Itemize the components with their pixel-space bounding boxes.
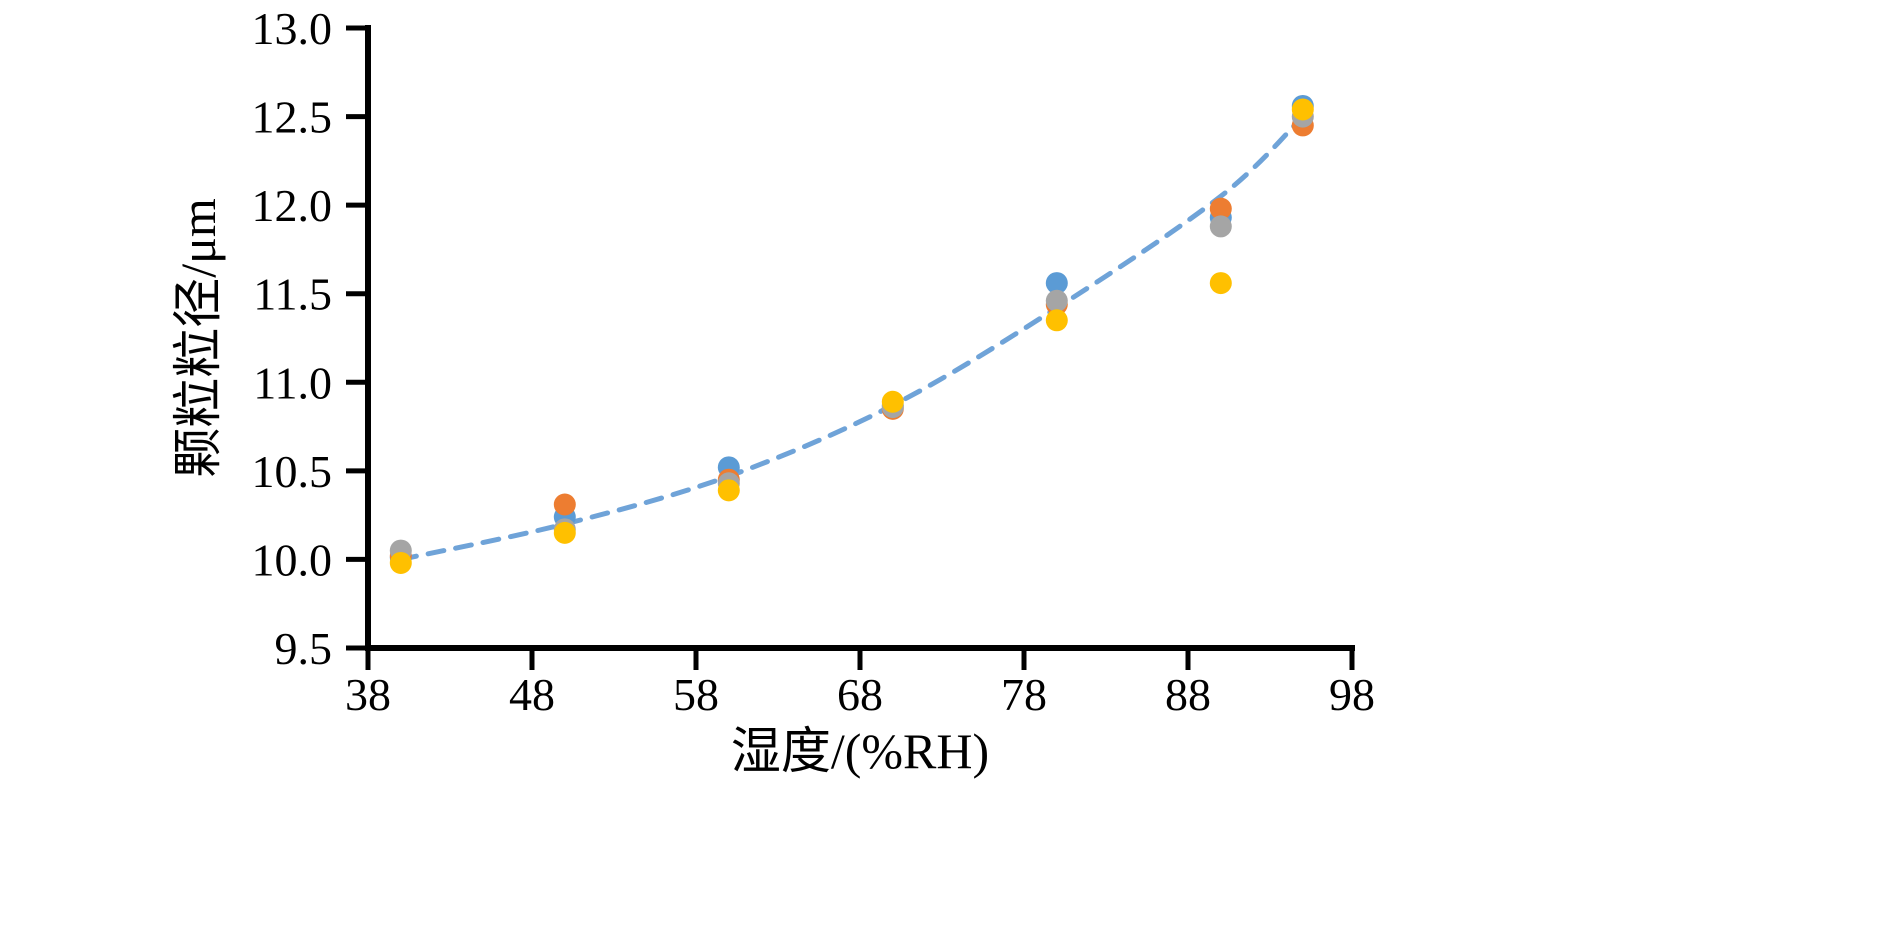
y-tick-label: 11.0 <box>253 357 332 408</box>
y-tick-label: 13.0 <box>252 3 333 54</box>
series-yellow-marker <box>1209 272 1232 295</box>
series-orange-marker <box>1209 197 1232 220</box>
fitted-trend <box>398 114 1306 562</box>
y-axis-title: 颗粒粒径/μm <box>170 198 226 478</box>
y-tick-label: 10.0 <box>252 534 333 585</box>
y-tick-label: 11.5 <box>253 269 332 320</box>
x-tick-label: 98 <box>1329 669 1375 720</box>
series-yellow-marker <box>881 390 904 413</box>
x-tick-label: 88 <box>1165 669 1211 720</box>
plot-layer: 9.5 10.0 10.5 11.0 11.5 12.0 12.5 13.0 38 48 58 68 7… <box>252 3 1376 720</box>
x-tick-label: 58 <box>673 669 719 720</box>
y-tick-label: 12.5 <box>252 92 333 143</box>
series-orange-marker <box>553 493 576 516</box>
series-yellow-marker <box>1045 309 1068 332</box>
x-tick-label: 78 <box>1001 669 1047 720</box>
series-yellow-marker <box>1291 98 1314 121</box>
series-gray-marker <box>1045 289 1068 312</box>
x-tick-label: 48 <box>509 669 555 720</box>
series-gray-marker <box>1209 215 1232 238</box>
series-yellow-marker <box>717 479 740 502</box>
y-tick-label: 9.5 <box>275 623 333 674</box>
x-axis-title: 湿度/(%RH) <box>731 723 989 779</box>
y-tick-label: 12.0 <box>252 180 333 231</box>
x-tick-label: 68 <box>837 669 883 720</box>
y-tick-label: 10.5 <box>252 446 333 497</box>
series-yellow-marker <box>389 551 412 574</box>
series-blue-marker <box>1045 272 1068 295</box>
series-yellow-marker <box>553 521 576 544</box>
x-tick-label: 38 <box>345 669 391 720</box>
